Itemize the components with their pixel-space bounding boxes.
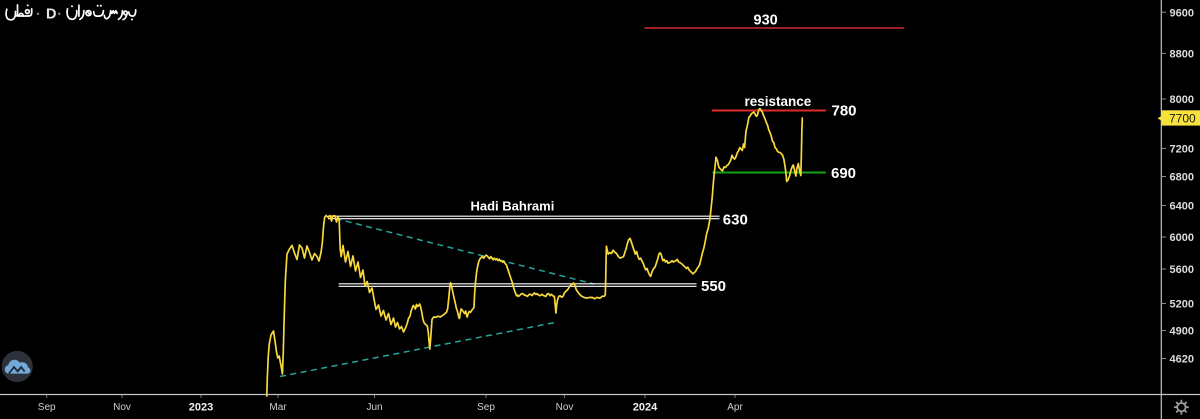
svg-text:7700: 7700: [1169, 112, 1196, 126]
svg-text:5600: 5600: [1170, 264, 1194, 276]
svg-text:2023: 2023: [189, 402, 213, 414]
svg-text:Sep: Sep: [477, 402, 495, 413]
svg-text:6800: 6800: [1170, 172, 1194, 184]
svg-text:Apr: Apr: [727, 402, 743, 413]
svg-text:4620: 4620: [1170, 354, 1194, 366]
svg-text:690: 690: [831, 165, 856, 182]
svg-text:2024: 2024: [633, 402, 658, 414]
svg-text:780: 780: [832, 102, 857, 119]
svg-text:Mar: Mar: [269, 402, 287, 413]
svg-text:550: 550: [701, 278, 726, 295]
svg-text:Jun: Jun: [366, 402, 382, 413]
svg-text:Nov: Nov: [556, 402, 574, 413]
svg-text:930: 930: [754, 12, 778, 28]
svg-text:resistance: resistance: [745, 94, 812, 109]
svg-text:Hadi Bahrami: Hadi Bahrami: [471, 199, 555, 214]
svg-text:Nov: Nov: [113, 402, 131, 413]
svg-text:8800: 8800: [1170, 49, 1194, 61]
svg-text:D: D: [46, 7, 56, 23]
svg-text:8000: 8000: [1170, 94, 1194, 106]
svg-text:6400: 6400: [1170, 201, 1194, 213]
svg-text:4900: 4900: [1170, 326, 1194, 338]
svg-text:6000: 6000: [1170, 232, 1194, 244]
svg-text:Sep: Sep: [38, 402, 56, 413]
svg-text:630: 630: [723, 211, 748, 228]
svg-text:5200: 5200: [1170, 299, 1194, 311]
svg-text:9600: 9600: [1170, 7, 1194, 19]
svg-text:7200: 7200: [1170, 144, 1194, 156]
